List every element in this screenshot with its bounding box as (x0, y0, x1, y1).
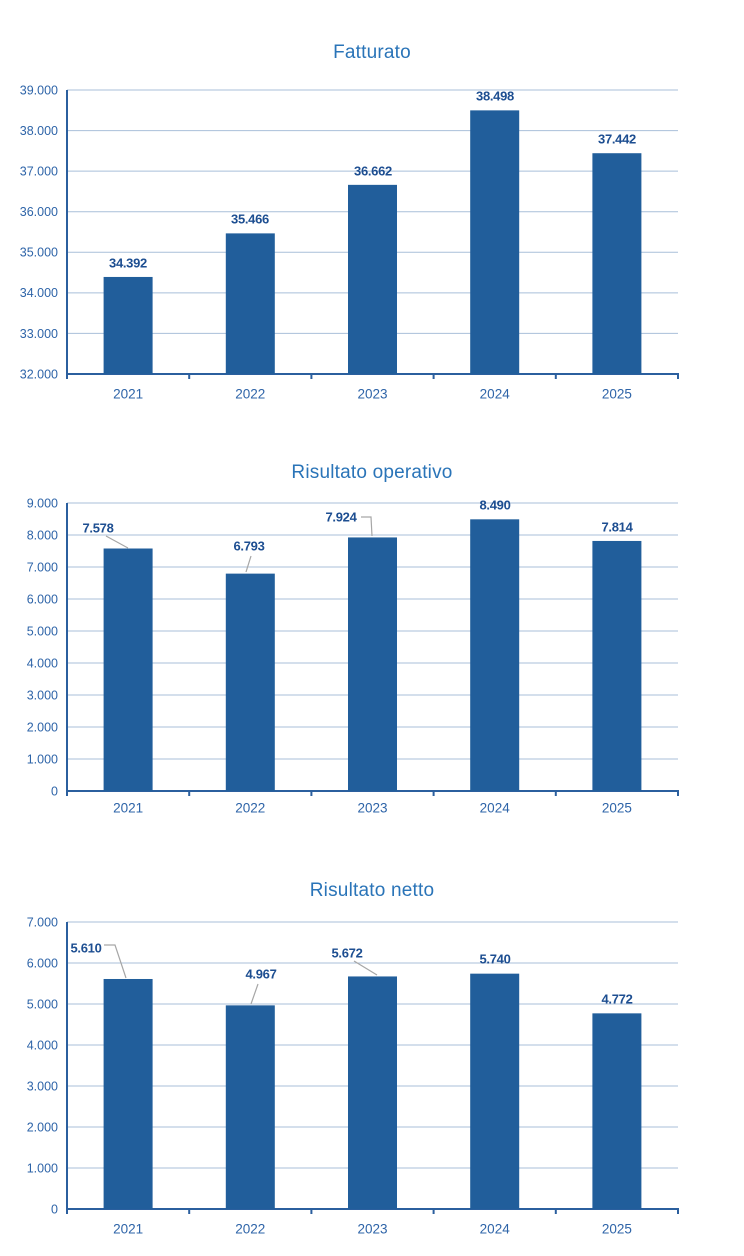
data-label: 35.466 (231, 212, 269, 227)
bar-risultato-netto-2025 (592, 1013, 642, 1209)
y-tick-label: 38.000 (20, 124, 58, 138)
data-label: 7.814 (601, 520, 633, 535)
bar-fatturato-2021 (103, 276, 153, 374)
data-label: 5.610 (70, 941, 101, 956)
data-label: 4.967 (245, 967, 276, 982)
chart-2: 0 1.000 2.000 3.000 4.000 5.000 6.000 7.000 5.61… (27, 915, 679, 1237)
y-tick-label: 36.000 (20, 205, 58, 219)
y-tick-label: 5.000 (27, 997, 58, 1011)
data-label: 7.924 (325, 510, 357, 525)
y-tick-label: 1.000 (27, 752, 58, 766)
label-leader-line (353, 960, 378, 976)
bar-risultato-netto-2024 (470, 973, 520, 1209)
data-label: 6.793 (233, 539, 264, 554)
bar-risultato-netto-2021 (103, 978, 153, 1209)
y-tick-label: 9.000 (27, 496, 58, 510)
y-tick-label: 37.000 (20, 165, 58, 179)
y-tick-label: 33.000 (20, 327, 58, 341)
bar-risultato-operativo-2024 (470, 519, 520, 791)
bar-risultato-operativo-2021 (103, 548, 153, 791)
y-tick-label: 6.000 (27, 592, 58, 606)
y-tick-label: 0 (51, 784, 58, 798)
x-category-label: 2022 (235, 387, 265, 402)
x-category-label: 2023 (357, 1222, 387, 1237)
data-label: 8.490 (479, 498, 510, 513)
y-tick-label: 39.000 (20, 83, 58, 97)
y-tick-label: 0 (51, 1202, 58, 1216)
data-label: 36.662 (354, 164, 392, 179)
data-label: 4.772 (601, 992, 632, 1007)
x-category-label: 2021 (113, 387, 143, 402)
y-tick-label: 34.000 (20, 286, 58, 300)
y-tick-label: 5.000 (27, 624, 58, 638)
y-tick-label: 4.000 (27, 1038, 58, 1052)
label-leader-line (104, 944, 127, 979)
data-label: 37.442 (598, 132, 636, 147)
chart-0: 32.000 33.000 34.000 35.000 36.000 37.000 38.0… (20, 83, 679, 402)
bar-risultato-operativo-2023 (348, 537, 397, 791)
y-tick-label: 3.000 (27, 1079, 58, 1093)
label-leader-line (105, 535, 129, 549)
y-tick-label: 2.000 (27, 720, 58, 734)
x-category-label: 2024 (480, 801, 511, 816)
data-label: 7.578 (82, 521, 113, 536)
x-category-label: 2024 (480, 1222, 511, 1237)
x-category-label: 2023 (357, 387, 387, 402)
bar-risultato-netto-2022 (225, 1005, 275, 1209)
y-tick-label: 7.000 (27, 560, 58, 574)
y-tick-label: 35.000 (20, 246, 58, 260)
chart-title-fatturato: Fatturato (333, 42, 411, 63)
label-leader-line (361, 516, 373, 537)
label-leader-line (245, 555, 252, 573)
x-category-label: 2023 (357, 801, 387, 816)
bar-fatturato-2023 (348, 184, 397, 374)
chart-title-risultato-netto: Risultato netto (309, 880, 435, 901)
x-category-label: 2022 (235, 801, 265, 816)
y-tick-label: 8.000 (27, 528, 58, 542)
bar-fatturato-2024 (470, 110, 520, 375)
data-label: 38.498 (476, 89, 514, 104)
data-label: 34.392 (109, 256, 147, 271)
bar-risultato-operativo-2025 (592, 540, 642, 791)
y-tick-label: 4.000 (27, 656, 58, 670)
x-category-label: 2025 (602, 387, 632, 402)
x-category-label: 2021 (113, 1222, 143, 1237)
y-tick-label: 6.000 (27, 956, 58, 970)
bar-fatturato-2025 (592, 153, 642, 374)
y-tick-label: 1.000 (27, 1161, 58, 1175)
y-tick-label: 2.000 (27, 1120, 58, 1134)
y-tick-label: 7.000 (27, 915, 58, 929)
x-category-label: 2025 (602, 801, 632, 816)
chart-title-risultato-operativo: Risultato operativo (291, 462, 453, 483)
x-category-label: 2025 (602, 1222, 632, 1237)
x-category-label: 2021 (113, 801, 143, 816)
bar-risultato-operativo-2022 (225, 573, 275, 791)
y-tick-label: 32.000 (20, 367, 58, 381)
data-label: 5.672 (331, 946, 362, 961)
bar-risultato-netto-2023 (348, 976, 397, 1209)
chart-1: 0 1.000 2.000 3.000 4.000 5.000 6.000 7.000 8.00… (27, 496, 679, 816)
x-category-label: 2022 (235, 1222, 265, 1237)
x-category-label: 2024 (480, 387, 511, 402)
label-leader-line (250, 983, 259, 1005)
bar-fatturato-2022 (225, 233, 275, 374)
y-tick-label: 3.000 (27, 688, 58, 702)
data-label: 5.740 (479, 952, 510, 967)
